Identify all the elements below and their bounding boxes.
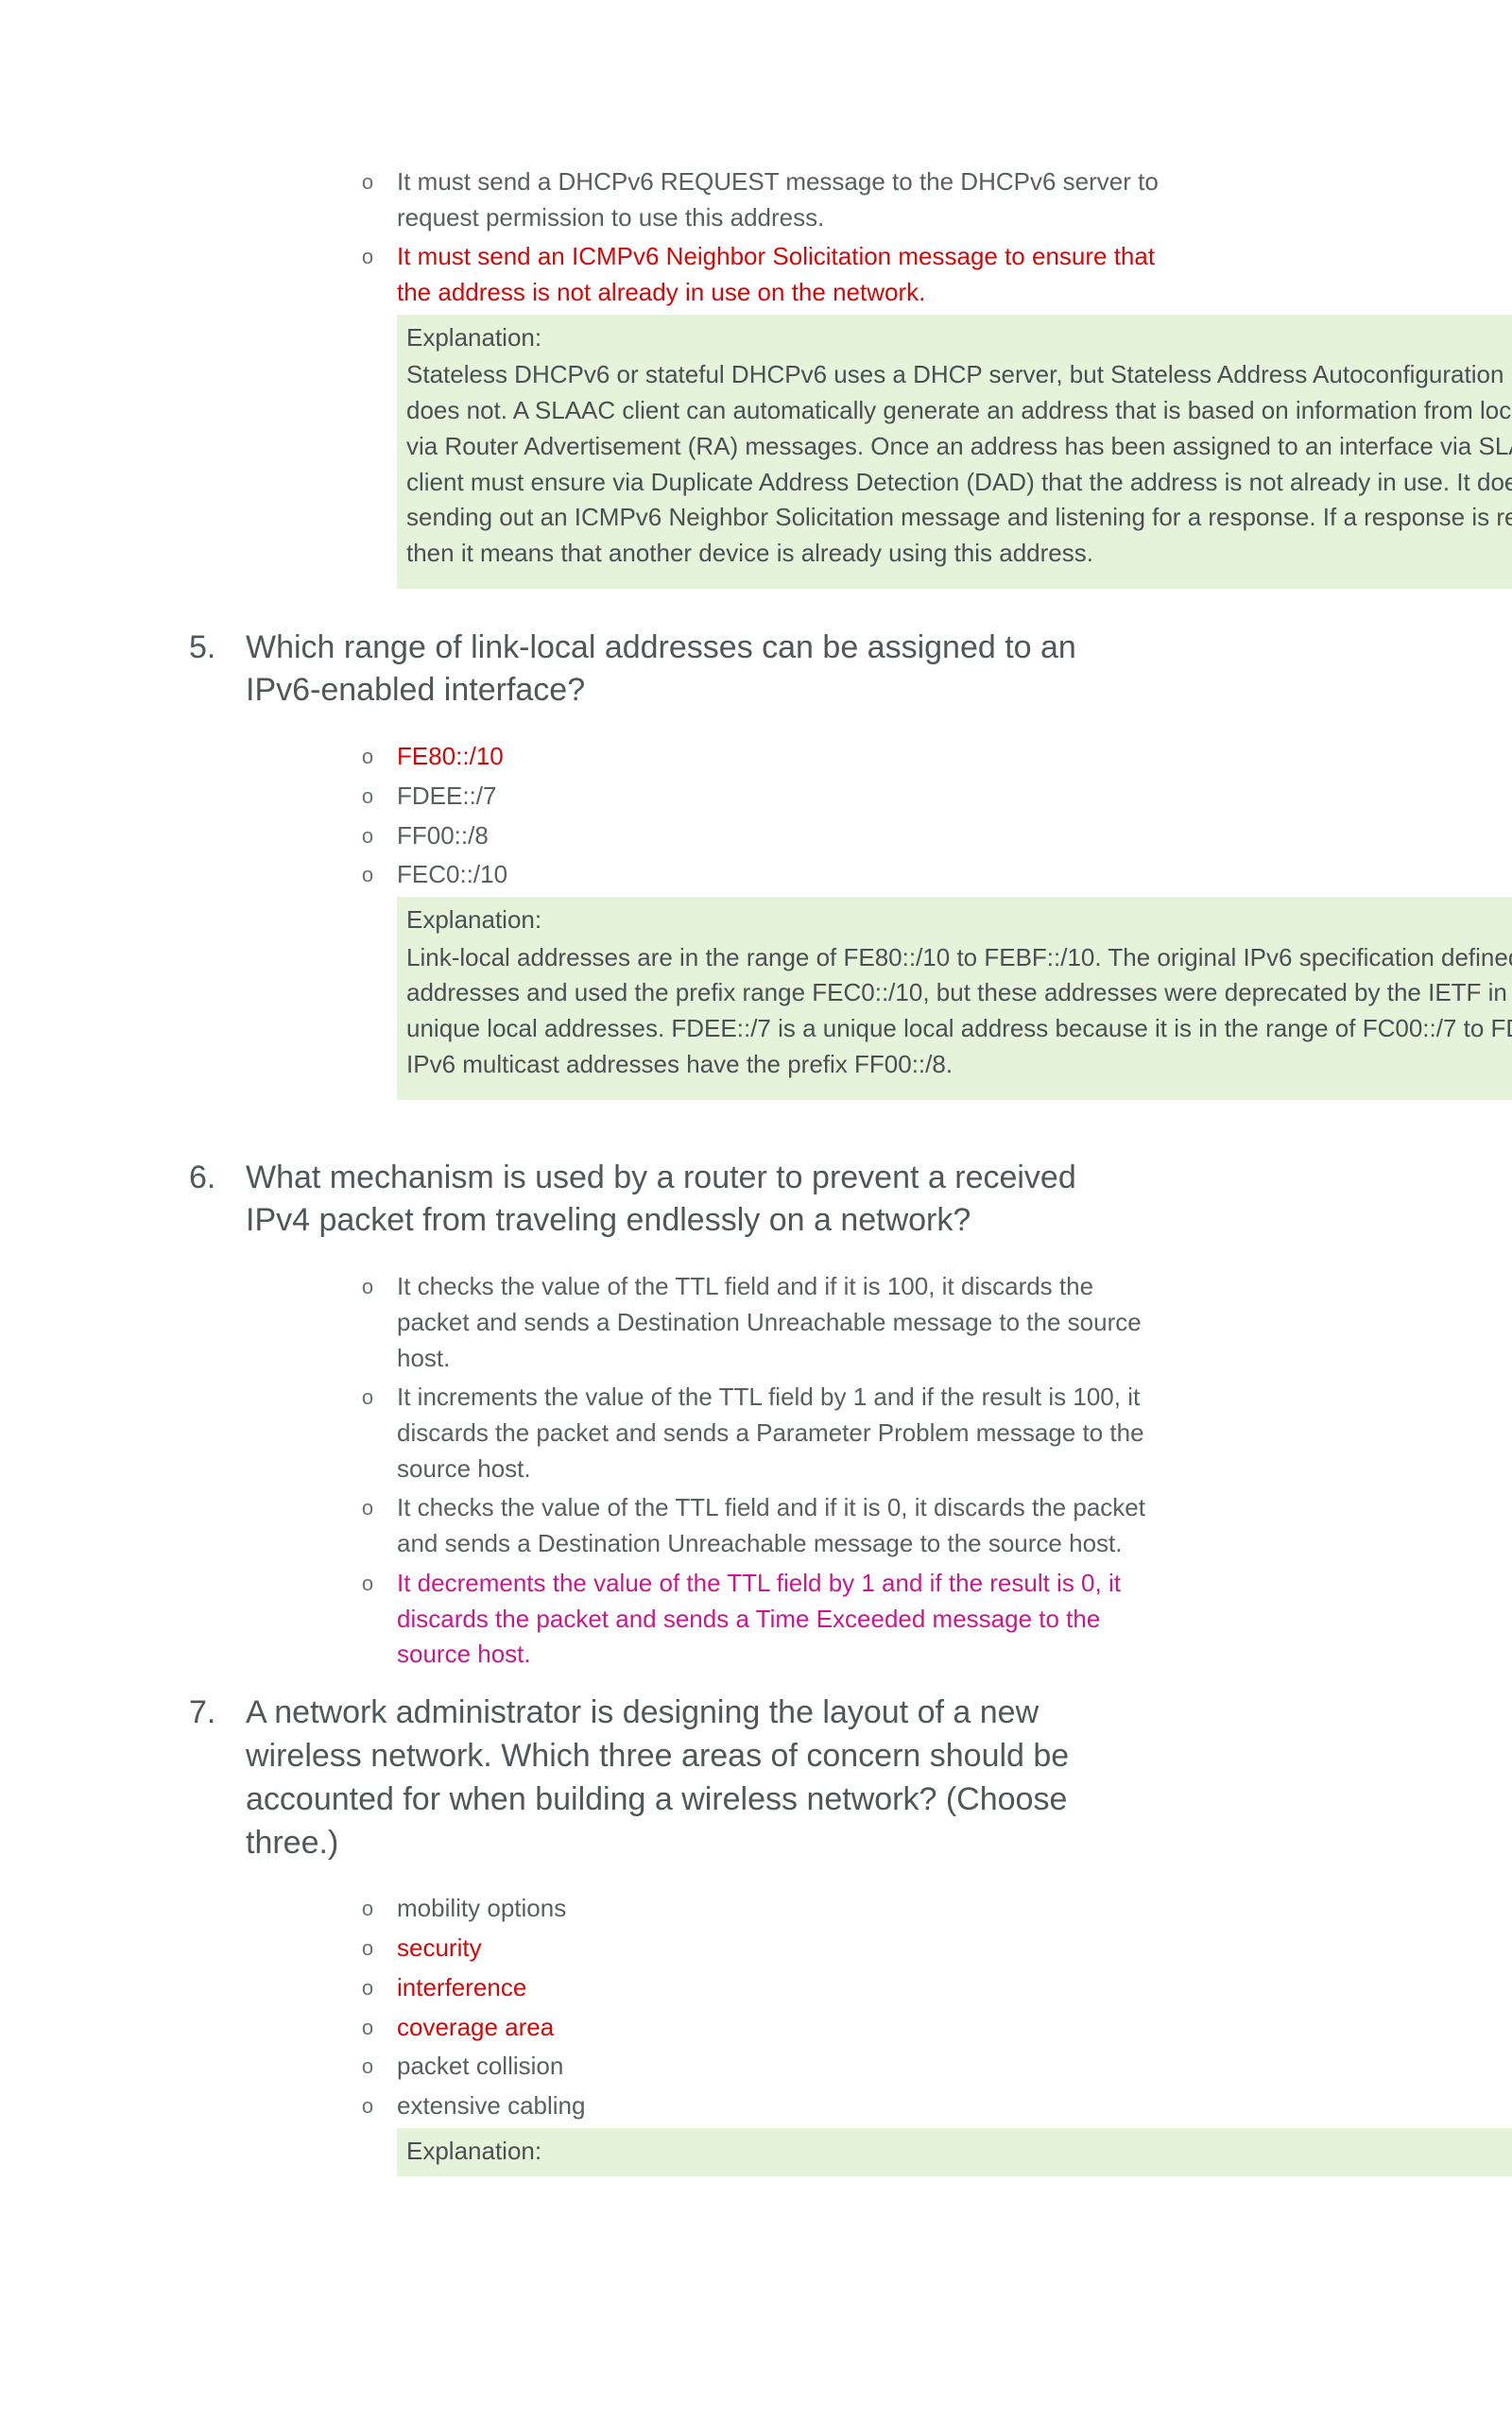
bullet-marker: o <box>359 1566 376 1599</box>
option-text: packet collision <box>397 2049 563 2085</box>
option-text: It increments the value of the TTL field… <box>397 1380 1172 1486</box>
option-text: It checks the value of the TTL field and… <box>397 1269 1172 1376</box>
bullet-marker: o <box>359 2010 376 2043</box>
option: o coverage area <box>359 2010 1455 2046</box>
bullet-marker: o <box>359 1490 376 1523</box>
options-list: o It checks the value of the TTL field a… <box>359 1269 1455 1673</box>
question-text: Which range of link-local addresses can … <box>246 627 1115 713</box>
bullet-marker: o <box>359 239 376 272</box>
option-text: mobility options <box>397 1891 566 1927</box>
option: o It increments the value of the TTL fie… <box>359 1380 1455 1486</box>
bullet-marker: o <box>359 1970 376 2003</box>
option-text: It must send an ICMPv6 Neighbor Solicita… <box>397 239 1172 310</box>
bullet-marker: o <box>359 2049 376 2082</box>
option: o FE80::/10 <box>359 739 1455 775</box>
bullet-marker: o <box>359 1931 376 1964</box>
intro-options: o It must send a DHCPv6 REQUEST message … <box>359 164 1455 311</box>
option-text: It checks the value of the TTL field and… <box>397 1490 1172 1561</box>
bullet-marker: o <box>359 739 376 772</box>
option-text: FF00::/8 <box>397 818 489 854</box>
question-text: A network administrator is designing the… <box>246 1692 1115 1865</box>
option-text: It decrements the value of the TTL field… <box>397 1566 1172 1673</box>
option: o FF00::/8 <box>359 818 1455 854</box>
options-list: o FE80::/10 o FDEE::/7 o FF00::/8 o FEC0… <box>359 739 1455 893</box>
option-text: extensive cabling <box>397 2088 585 2124</box>
question-number: 5. <box>189 627 227 670</box>
question-block: 5. Which range of link-local addresses c… <box>189 627 1455 1100</box>
explanation-box: Explanation: Stateless DHCPv6 or statefu… <box>397 315 1512 589</box>
option: o It checks the value of the TTL field a… <box>359 1269 1455 1376</box>
question-block: 7. A network administrator is designing … <box>189 1692 1455 2176</box>
explanation-title: Explanation: <box>406 902 1512 938</box>
question-text: What mechanism is used by a router to pr… <box>246 1157 1115 1244</box>
bullet-marker: o <box>359 779 376 812</box>
question-block: 6. What mechanism is used by a router to… <box>189 1157 1455 1673</box>
option: o extensive cabling <box>359 2088 1455 2124</box>
bullet-marker: o <box>359 857 376 890</box>
option: o mobility options <box>359 1891 1455 1927</box>
bullet-marker: o <box>359 1269 376 1302</box>
explanation-body: Stateless DHCPv6 or stateful DHCPv6 uses… <box>406 360 1512 566</box>
option: o security <box>359 1931 1455 1967</box>
option-text: It must send a DHCPv6 REQUEST message to… <box>397 164 1172 235</box>
explanation-box: Explanation: <box>397 2128 1512 2177</box>
explanation-title: Explanation: <box>406 2134 1512 2170</box>
question-row: 5. Which range of link-local addresses c… <box>189 627 1455 713</box>
bullet-marker: o <box>359 2088 376 2121</box>
option-text: coverage area <box>397 2010 554 2046</box>
bullet-marker: o <box>359 1380 376 1413</box>
explanation-title: Explanation: <box>406 320 1512 356</box>
question-row: 7. A network administrator is designing … <box>189 1692 1455 1865</box>
option: o It must send a DHCPv6 REQUEST message … <box>359 164 1455 235</box>
option-text: FDEE::/7 <box>397 779 496 815</box>
explanation-box: Explanation: Link-local addresses are in… <box>397 897 1512 1099</box>
option: o FEC0::/10 <box>359 857 1455 893</box>
option-text: FEC0::/10 <box>397 857 507 893</box>
page: o It must send a DHCPv6 REQUEST message … <box>0 0 1512 2422</box>
option: o It checks the value of the TTL field a… <box>359 1490 1455 1561</box>
question-number: 7. <box>189 1692 227 1735</box>
option-text: security <box>397 1931 482 1967</box>
bullet-marker: o <box>359 818 376 851</box>
options-list: o mobility options o security o interfer… <box>359 1891 1455 2123</box>
option: o It must send an ICMPv6 Neighbor Solici… <box>359 239 1455 310</box>
question-number: 6. <box>189 1157 227 1200</box>
bullet-marker: o <box>359 1891 376 1924</box>
option: o It decrements the value of the TTL fie… <box>359 1566 1455 1673</box>
explanation-body: Link-local addresses are in the range of… <box>406 943 1512 1078</box>
question-row: 6. What mechanism is used by a router to… <box>189 1157 1455 1244</box>
option: o interference <box>359 1970 1455 2006</box>
option: o FDEE::/7 <box>359 779 1455 815</box>
bullet-marker: o <box>359 164 376 198</box>
option-text: interference <box>397 1970 526 2006</box>
option-text: FE80::/10 <box>397 739 504 775</box>
option: o packet collision <box>359 2049 1455 2085</box>
